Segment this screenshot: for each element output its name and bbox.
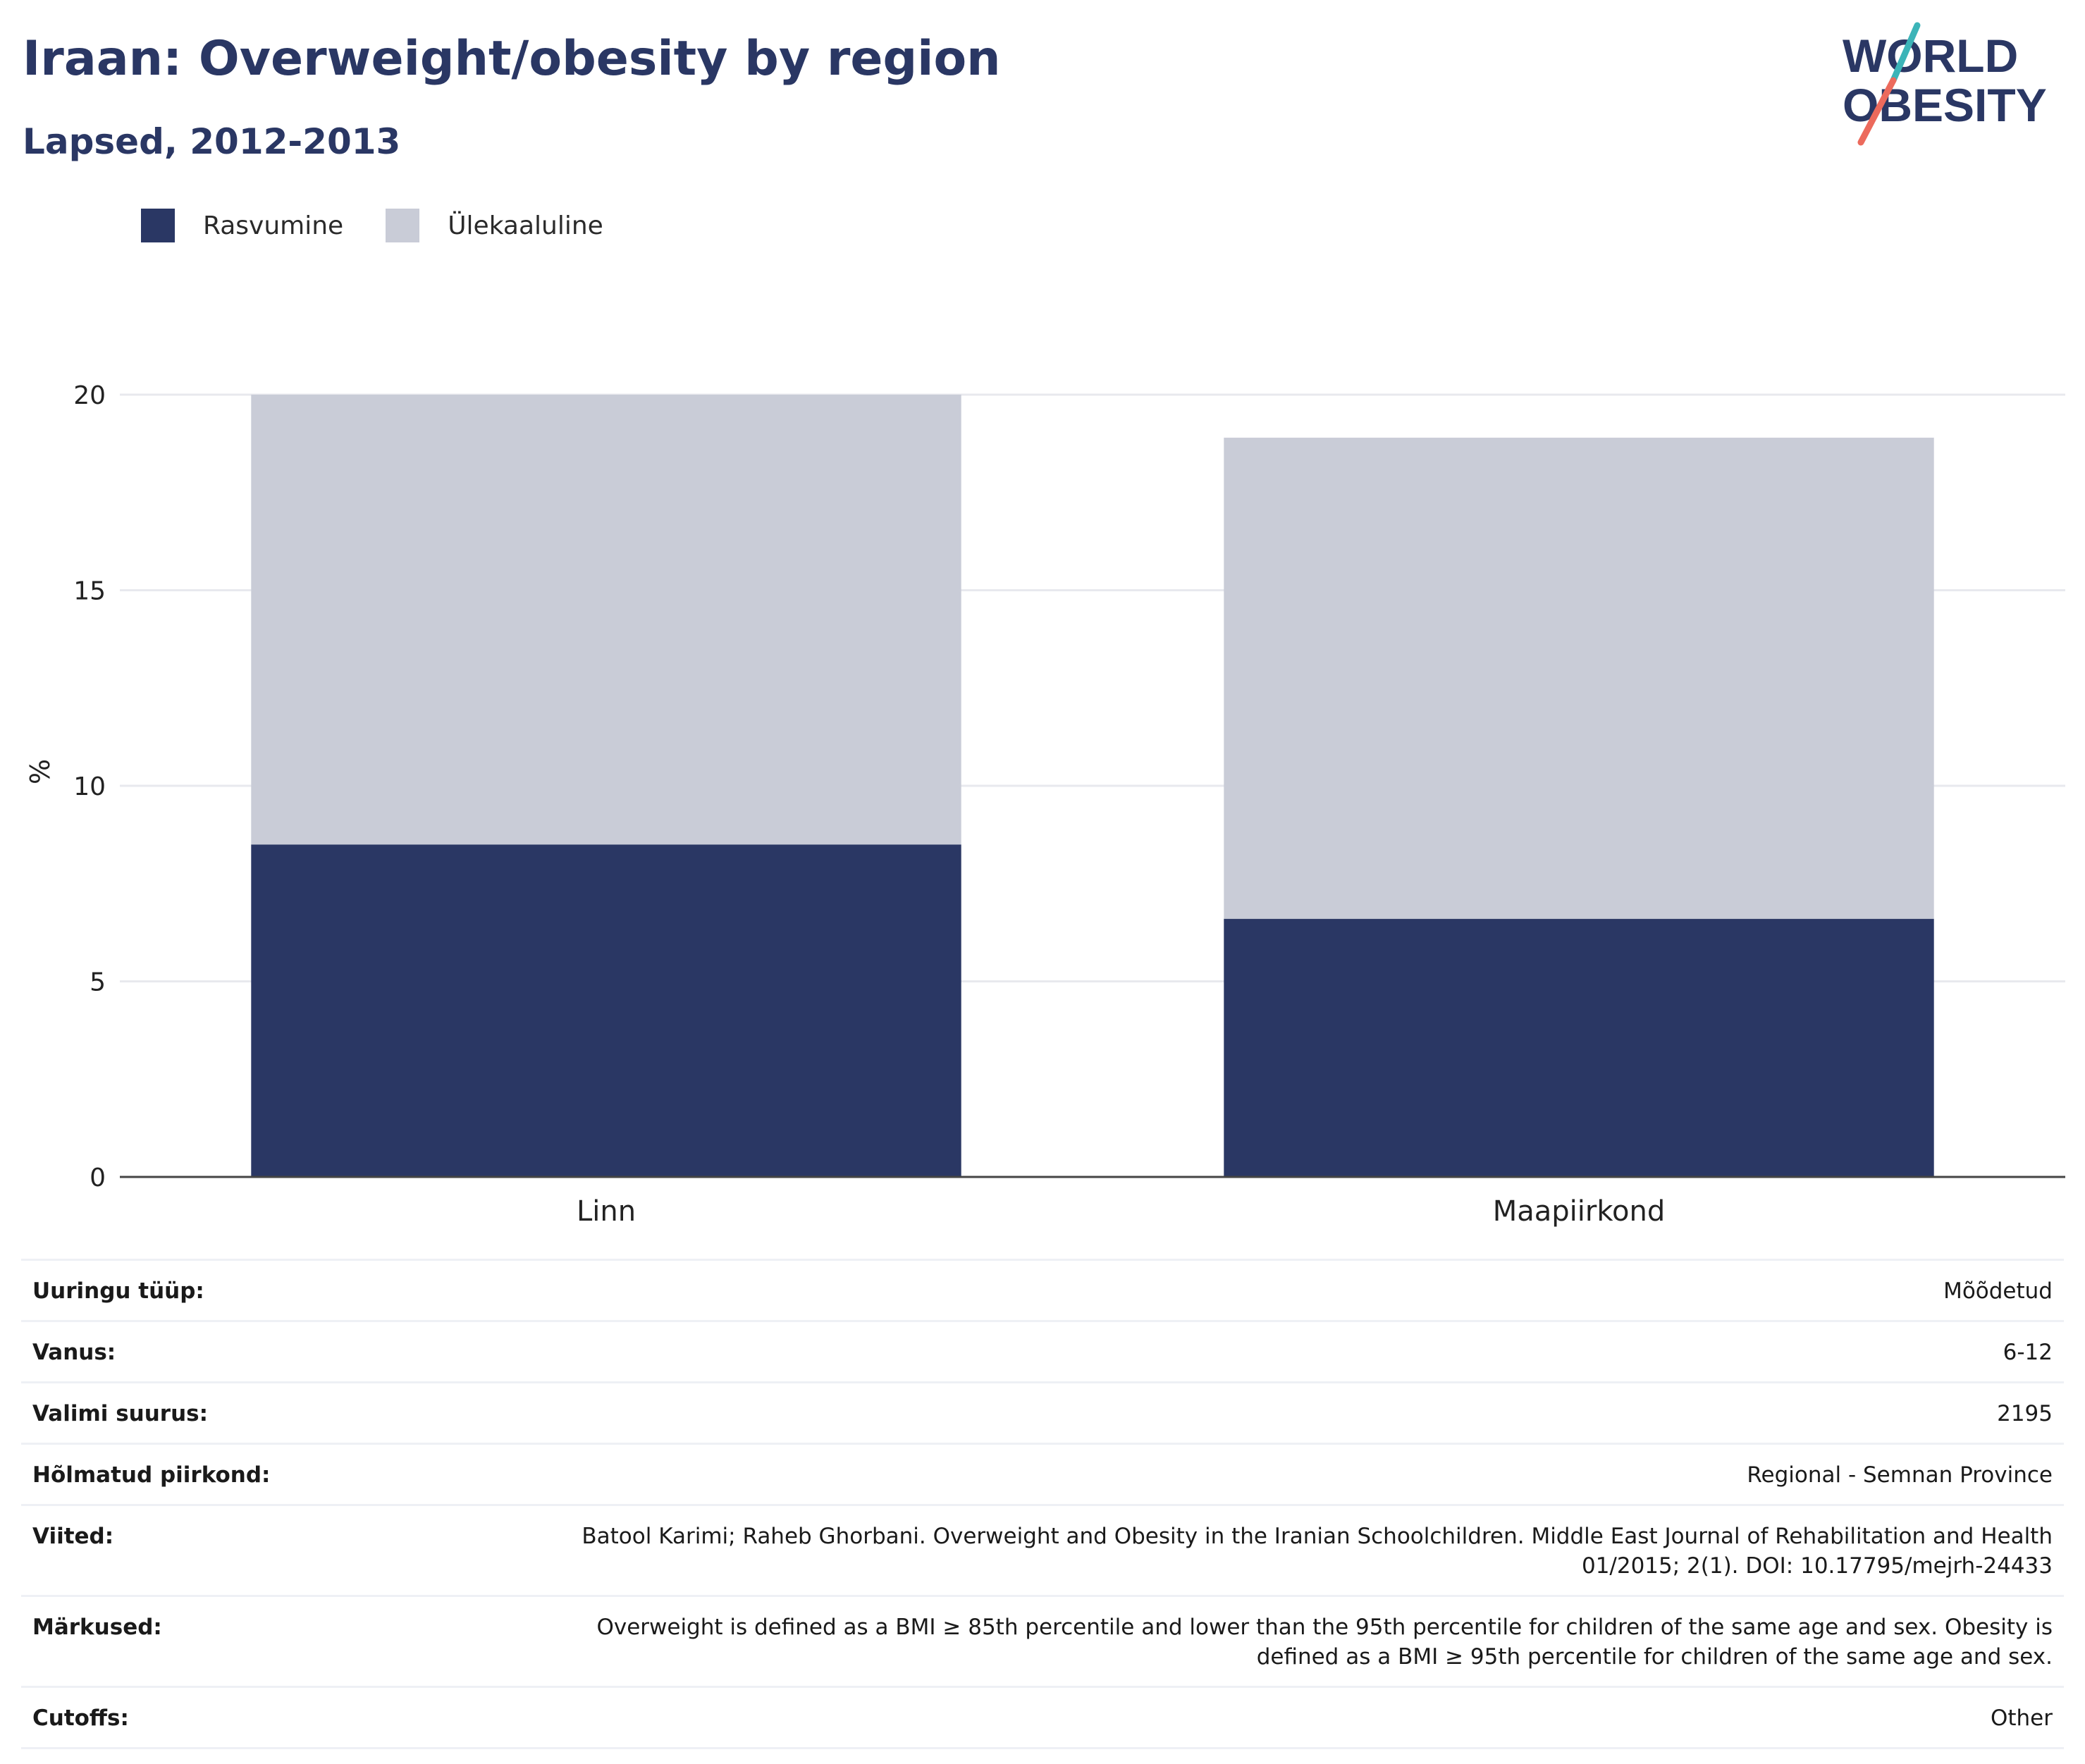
chart-legend: Rasvumine Ülekaaluline: [141, 209, 646, 242]
info-key: Uuringu tüüp:: [32, 1278, 204, 1304]
info-row: Märkused: Overweight is defined as a BMI …: [21, 1595, 2064, 1686]
info-key: Viited:: [32, 1524, 114, 1549]
logo-text-obesity: OBESITY: [1843, 79, 2047, 131]
info-key: Märkused:: [32, 1615, 162, 1640]
legend-swatch-overweight: [386, 209, 420, 242]
info-row: Viited: Batool Karimi; Raheb Ghorbani. Ov…: [21, 1504, 2064, 1595]
info-key: Valimi suurus:: [32, 1401, 208, 1426]
info-key: Hõlmatud piirkond:: [32, 1462, 271, 1488]
bar-chart: 0 5 10 15 20 Linn Maapiirkond %: [25, 381, 2065, 1228]
bar-overweight-1[interactable]: [1224, 438, 1934, 919]
info-value: 6-12: [2003, 1340, 2053, 1365]
info-value: Regional - Semnan Province: [1747, 1462, 2053, 1488]
legend-swatch-obesity: [141, 209, 175, 242]
chart-title: Iraan: Overweight/obesity by region: [23, 31, 1001, 87]
y-tick-label: 0: [90, 1164, 106, 1192]
info-value: Other: [1990, 1706, 2053, 1731]
info-value: Batool Karimi; Raheb Ghorbani. Overweigh…: [582, 1524, 2053, 1579]
y-axis-label: %: [25, 759, 56, 784]
info-key: Vanus:: [32, 1340, 116, 1365]
logo-slash-coral: [1857, 77, 1897, 146]
y-tick-label: 15: [73, 577, 106, 606]
legend-label-overweight: Ülekaaluline: [448, 211, 603, 240]
x-tick-label: Linn: [577, 1195, 636, 1228]
info-key: Cutoffs:: [32, 1706, 129, 1731]
info-row: Vanus: 6-12: [21, 1320, 2064, 1381]
info-value: Mõõdetud: [1943, 1278, 2053, 1304]
legend-label-obesity: Rasvumine: [203, 211, 344, 240]
legend-item-overweight[interactable]: Ülekaaluline: [386, 209, 603, 242]
y-tick-label: 10: [73, 772, 106, 801]
logo-slash-teal: [1890, 22, 1921, 84]
info-row: Valimi suurus: 2195: [21, 1381, 2064, 1443]
info-row: Cutoffs: Other: [21, 1686, 2064, 1749]
chart-subtitle: Lapsed, 2012-2013: [23, 121, 401, 162]
bar-obesity-0[interactable]: [251, 844, 961, 1177]
info-table: Uuringu tüüp: Mõõdetud Vanus: 6-12 Valimi su…: [21, 1259, 2064, 1749]
axis-layer: 0 5 10 15 20 Linn Maapiirkond: [73, 381, 2065, 1228]
world-obesity-logo: WORLD OBESITY: [1843, 22, 2047, 146]
x-tick-label: Maapiirkond: [1493, 1195, 1666, 1228]
y-tick-label: 5: [90, 968, 106, 997]
logo-text-world: WORLD: [1843, 30, 2018, 82]
info-row: Hõlmatud piirkond: Regional - Semnan Prov…: [21, 1443, 2064, 1504]
info-value: Overweight is defined as a BMI ≥ 85th pe…: [596, 1615, 2053, 1670]
bar-layer: [251, 395, 1934, 1177]
bar-obesity-1[interactable]: [1224, 918, 1934, 1177]
legend-item-obesity[interactable]: Rasvumine: [141, 209, 343, 242]
bar-overweight-0[interactable]: [251, 395, 961, 845]
y-tick-label: 20: [73, 381, 106, 410]
info-row: Uuringu tüüp: Mõõdetud: [21, 1259, 2064, 1320]
info-value: 2195: [1997, 1401, 2053, 1426]
